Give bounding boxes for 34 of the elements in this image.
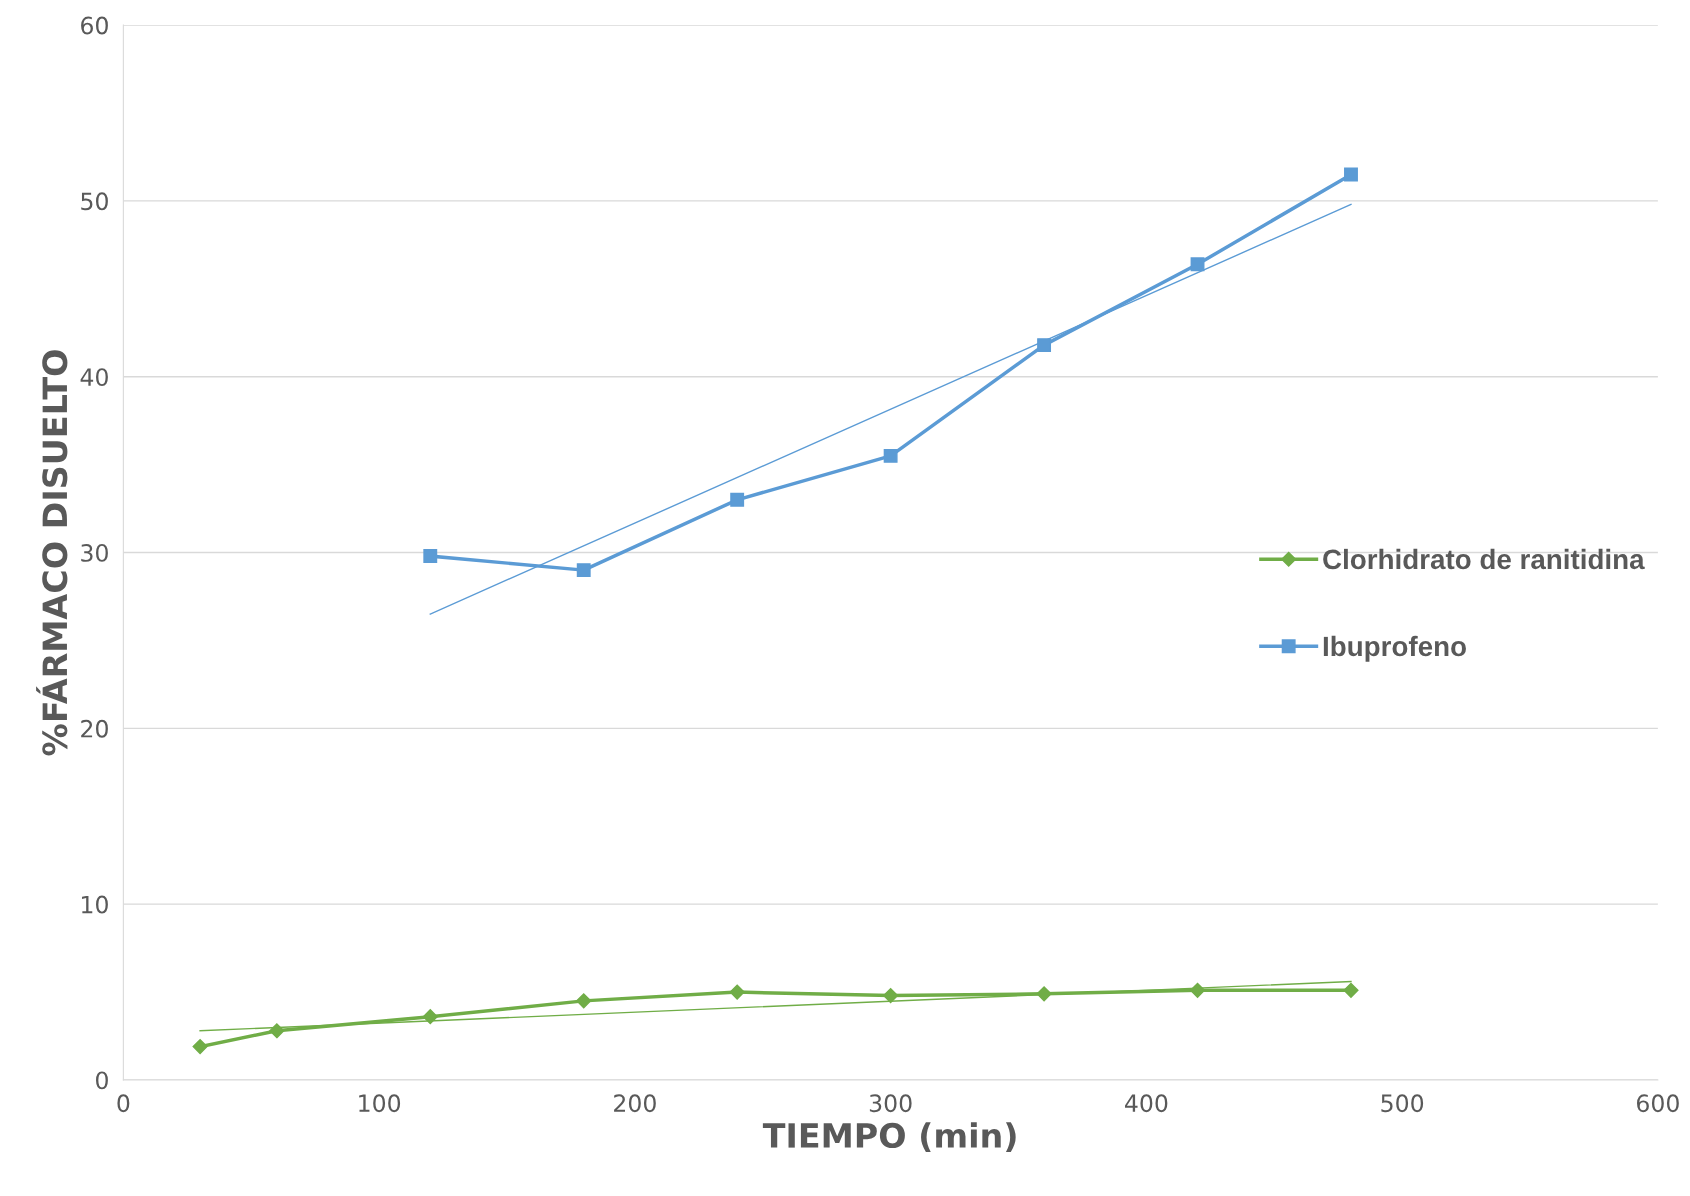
point: [1036, 986, 1052, 1002]
point: [730, 492, 745, 507]
point: [422, 1009, 438, 1025]
legend-label: Clorhidrato de ranitidina: [1323, 548, 1645, 570]
y-tick-label: 0: [96, 1071, 108, 1090]
point: [1189, 982, 1206, 998]
y-tick-label: 50: [81, 192, 108, 211]
point: [269, 1023, 285, 1039]
point: [423, 549, 438, 564]
x-axis-title: TIEMPO (min): [762, 1122, 1016, 1153]
point: [576, 993, 592, 1009]
point: [1190, 257, 1205, 272]
x-tick-label: 0: [117, 1094, 130, 1113]
point: [192, 1039, 208, 1055]
point: [883, 448, 898, 463]
y-tick-label: 60: [81, 16, 108, 35]
x-tick-label: 100: [359, 1094, 401, 1113]
x-tick-label: 200: [614, 1094, 656, 1113]
point: [576, 563, 591, 578]
y-axis-title: %FÁRMACO DISUELTO: [36, 350, 68, 756]
y-tick-label: 20: [81, 719, 108, 738]
point: [729, 984, 745, 1000]
x-tick-label: 400: [1125, 1094, 1168, 1113]
x-tick-label: 500: [1381, 1094, 1424, 1113]
y-tick-label: 10: [82, 895, 108, 914]
legend-label: Ibuprofeno: [1323, 635, 1466, 662]
y-tick-label: 40: [80, 368, 108, 387]
y-tick-label: 30: [81, 544, 108, 562]
x-tick-label: 600: [1637, 1094, 1679, 1113]
point: [1344, 167, 1358, 182]
x-tick-label: 300: [869, 1094, 912, 1113]
point: [1343, 982, 1359, 998]
point: [883, 988, 899, 1004]
point: [1037, 338, 1052, 353]
